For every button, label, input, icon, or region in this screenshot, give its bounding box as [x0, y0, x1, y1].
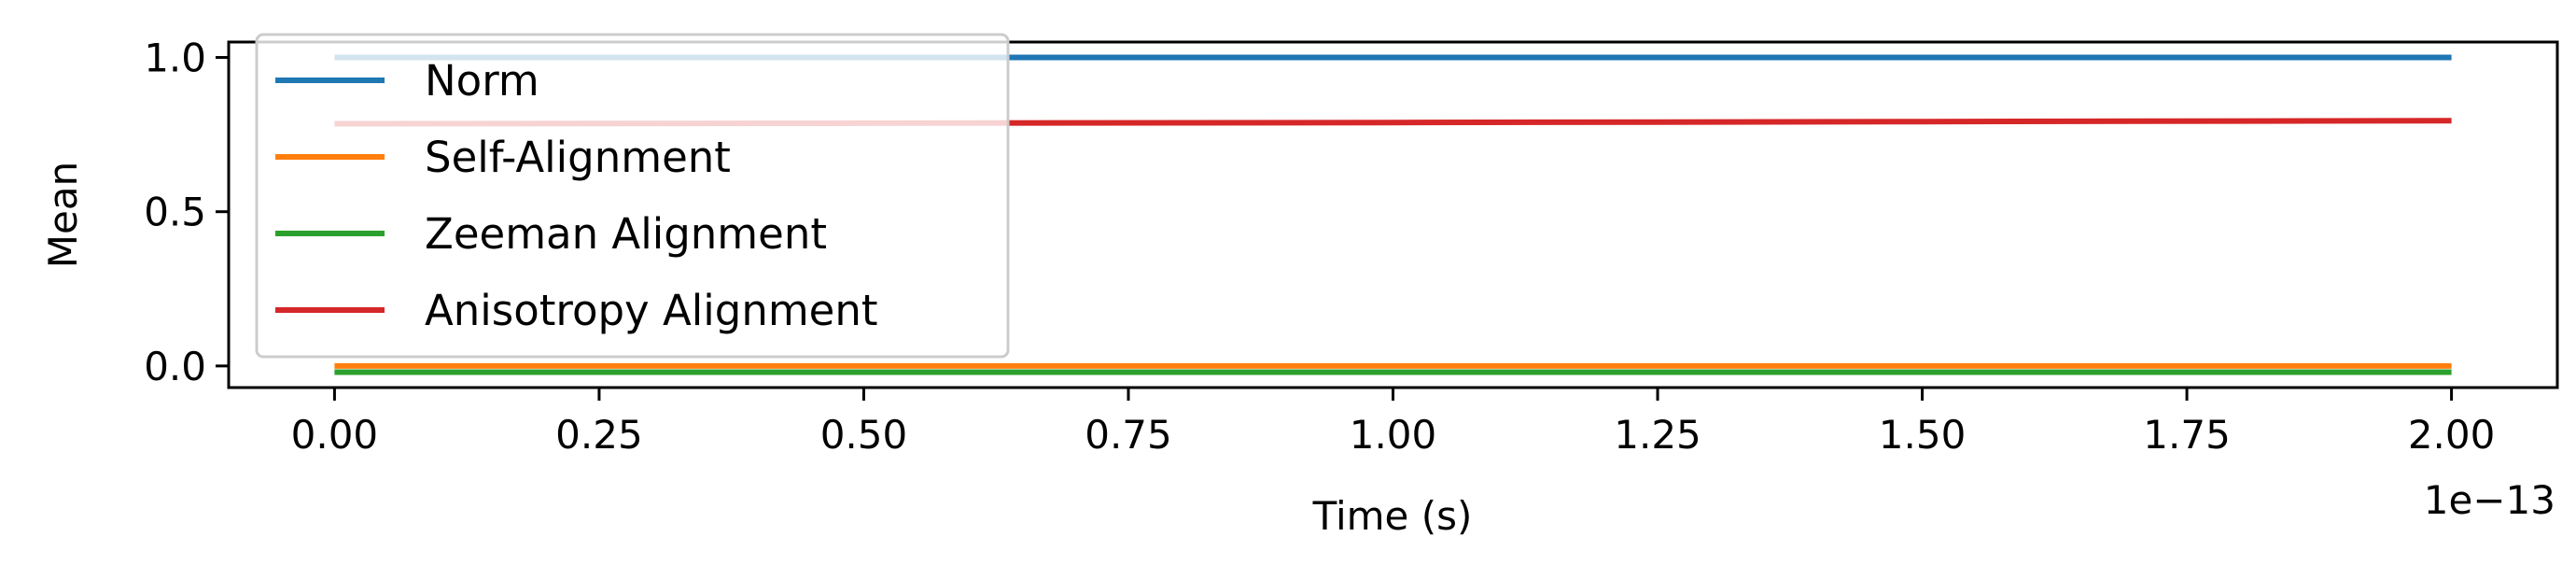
y-axis-title: Mean: [40, 162, 86, 268]
x-tick-label: 0.25: [555, 412, 643, 458]
x-tick-label: 0.00: [291, 412, 379, 458]
y-tick-label: 1.0: [144, 35, 206, 81]
legend-label: Self-Alignment: [425, 133, 731, 182]
x-tick-label: 0.50: [820, 412, 908, 458]
y-tick-label: 0.0: [144, 344, 206, 389]
y-axis: 0.0 0.5 1.0: [144, 35, 229, 389]
y-tick-label: 0.5: [144, 190, 206, 235]
legend: Norm Self-Alignment Zeeman Alignment Anisot…: [255, 33, 1010, 359]
x-tick-label: 2.00: [2408, 412, 2496, 458]
x-tick-label: 1.75: [2143, 412, 2231, 458]
x-axis-title: Time (s): [1312, 493, 1473, 539]
legend-label: Zeeman Alignment: [425, 209, 827, 259]
x-tick-label: 0.75: [1085, 412, 1172, 458]
x-axis: 0.00 0.25 0.50 0.75 1.00 1.25 1.50 1.75 2.00: [291, 388, 2496, 458]
x-offset-label: 1e−13: [2424, 477, 2555, 523]
x-tick-label: 1.25: [1614, 412, 1701, 458]
legend-label: Anisotropy Alignment: [425, 286, 878, 335]
legend-label: Norm: [425, 56, 539, 106]
legend-box: [255, 33, 1010, 359]
x-tick-label: 1.00: [1350, 412, 1437, 458]
x-tick-label: 1.50: [1879, 412, 1967, 458]
